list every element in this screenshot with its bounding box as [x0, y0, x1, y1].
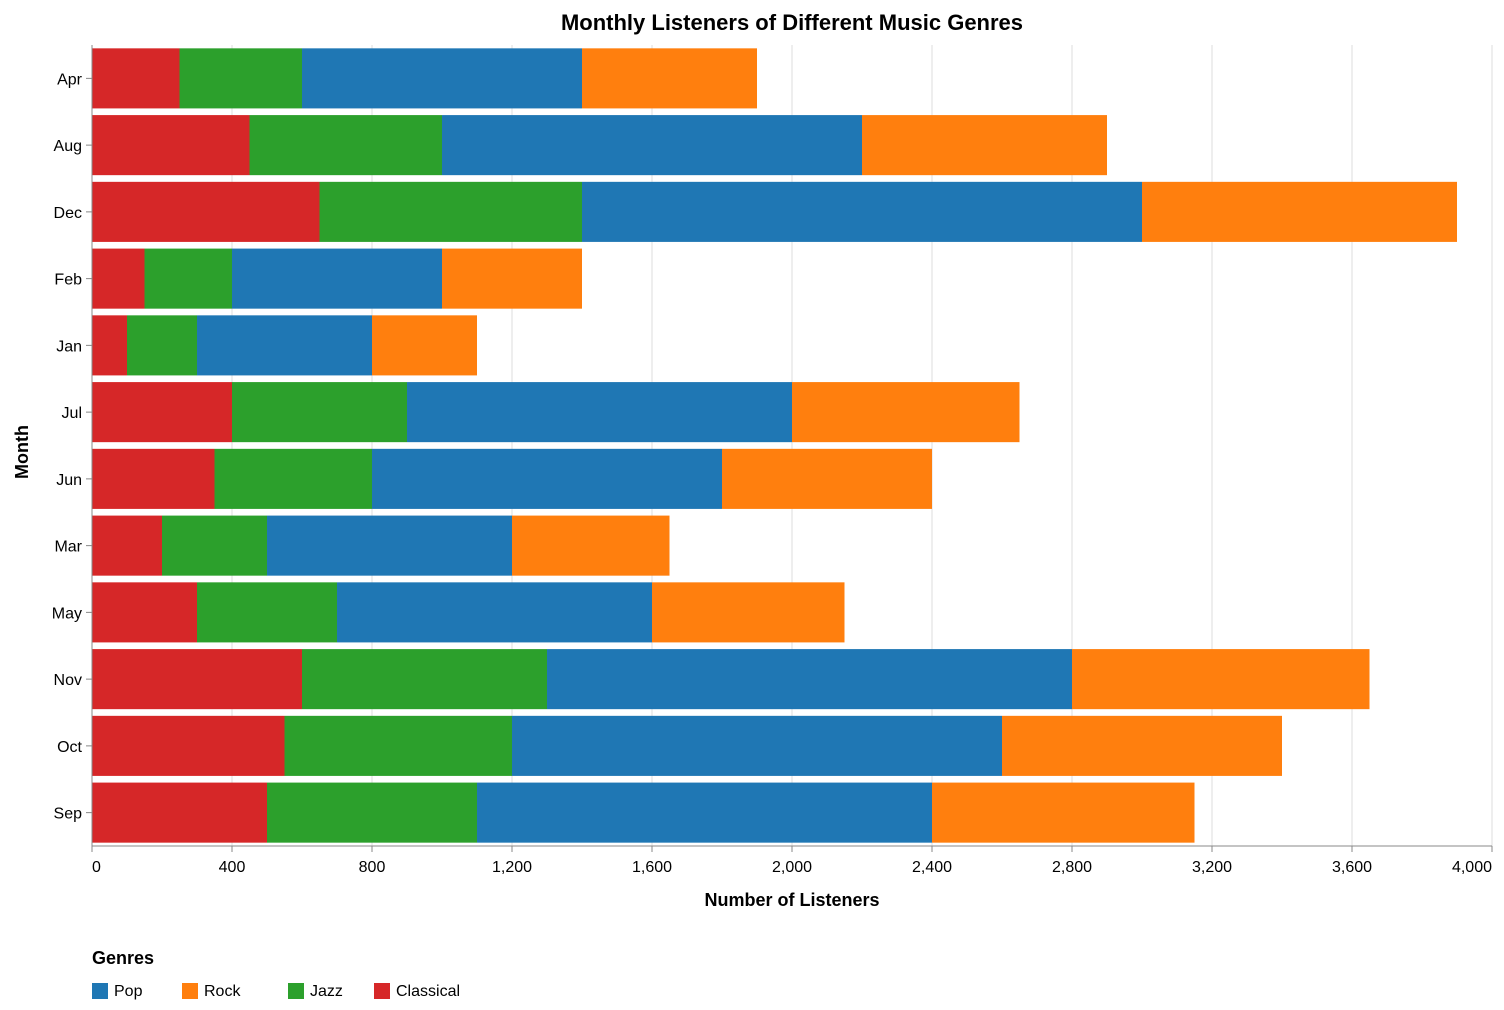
bar-pop-aug — [442, 115, 862, 176]
bar-rock-mar — [512, 515, 670, 576]
grid — [91, 45, 1493, 846]
y-axis-title: Month — [12, 425, 32, 479]
bar-jazz-sep — [267, 782, 477, 843]
legend-label-rock: Rock — [204, 983, 241, 1000]
x-tick-label: 2,000 — [772, 859, 812, 876]
bar-jazz-nov — [302, 649, 547, 710]
x-tick-label: 2,400 — [912, 859, 952, 876]
legend-items: Pop Rock Jazz Classical — [92, 983, 460, 1000]
x-tick-label: 1,600 — [632, 859, 672, 876]
x-tick-label: 2,800 — [1052, 859, 1092, 876]
y-axis: Apr Aug Dec Feb Jan Jul Jun Mar May Nov Oct Sep — [52, 45, 93, 846]
bar-pop-feb — [232, 248, 442, 309]
bar-pop-apr — [302, 48, 582, 109]
bar-jazz-feb — [144, 248, 232, 309]
bar-rock-apr — [582, 48, 757, 109]
bar-pop-sep — [477, 782, 932, 843]
bar-classical-feb — [92, 248, 145, 309]
bar-classical-jul — [92, 382, 232, 443]
y-tick-label: May — [52, 605, 82, 622]
bar-classical-jun — [92, 448, 215, 509]
bar-jazz-apr — [179, 48, 302, 109]
bar-rock-jun — [722, 448, 932, 509]
legend-swatch-classical — [374, 983, 390, 999]
bar-rock-may — [652, 582, 845, 643]
bar-classical-sep — [92, 782, 267, 843]
legend: Genres Pop Rock Jazz Classical — [92, 948, 460, 1000]
y-tick-label: Nov — [54, 672, 82, 689]
bar-rock-feb — [442, 248, 582, 309]
y-tick-label: Apr — [57, 71, 83, 88]
x-axis: 0 400 800 1,200 1,600 2,000 2,400 2,800 3,200 3,6… — [91, 845, 1493, 876]
bar-classical-apr — [92, 48, 180, 109]
bar-classical-aug — [92, 115, 250, 176]
legend-title: Genres — [92, 948, 154, 968]
x-tick-label: 1,200 — [492, 859, 532, 876]
bar-rock-jan — [372, 315, 477, 376]
bar-jazz-jun — [214, 448, 372, 509]
bar-rock-dec — [1142, 181, 1457, 242]
bar-pop-nov — [547, 649, 1072, 710]
bar-jazz-jan — [127, 315, 197, 376]
bar-jazz-jul — [232, 382, 407, 443]
y-tick-label: Jan — [56, 338, 82, 355]
bar-jazz-oct — [284, 715, 512, 776]
bar-pop-may — [337, 582, 652, 643]
x-tick-label: 0 — [92, 859, 101, 876]
bar-classical-oct — [92, 715, 285, 776]
x-tick-label: 400 — [219, 859, 246, 876]
bar-rock-jul — [792, 382, 1020, 443]
x-tick-label: 800 — [359, 859, 386, 876]
legend-label-classical: Classical — [396, 983, 460, 1000]
bar-rock-sep — [932, 782, 1195, 843]
bar-jazz-may — [197, 582, 337, 643]
legend-swatch-rock — [182, 983, 198, 999]
bar-pop-jun — [372, 448, 722, 509]
bar-pop-jul — [407, 382, 792, 443]
x-tick-label: 3,200 — [1192, 859, 1232, 876]
y-tick-label: Feb — [54, 272, 82, 289]
y-tick-label: Oct — [57, 739, 82, 756]
legend-swatch-jazz — [288, 983, 304, 999]
bar-pop-jan — [197, 315, 372, 376]
y-tick-label: Sep — [54, 806, 83, 823]
bar-jazz-mar — [162, 515, 267, 576]
y-tick-label: Mar — [54, 539, 82, 556]
bars — [92, 48, 1457, 843]
bar-pop-mar — [267, 515, 512, 576]
x-axis-title: Number of Listeners — [704, 890, 879, 910]
bar-rock-oct — [1002, 715, 1282, 776]
y-tick-label: Jun — [56, 472, 82, 489]
bar-classical-may — [92, 582, 197, 643]
bar-classical-dec — [92, 181, 320, 242]
bar-pop-oct — [512, 715, 1002, 776]
x-tick-label: 3,600 — [1332, 859, 1372, 876]
legend-label-pop: Pop — [114, 983, 143, 1000]
y-tick-label: Dec — [54, 205, 82, 222]
bar-jazz-aug — [249, 115, 442, 176]
bar-rock-nov — [1072, 649, 1370, 710]
bar-classical-mar — [92, 515, 162, 576]
bar-pop-dec — [582, 181, 1142, 242]
bar-rock-aug — [862, 115, 1107, 176]
x-tick-label: 4,000 — [1452, 859, 1492, 876]
chart-title: Monthly Listeners of Different Music Gen… — [561, 10, 1023, 35]
legend-swatch-pop — [92, 983, 108, 999]
y-tick-label: Jul — [62, 405, 82, 422]
bar-classical-nov — [92, 649, 302, 710]
bar-jazz-dec — [319, 181, 582, 242]
y-tick-label: Aug — [54, 138, 82, 155]
legend-label-jazz: Jazz — [310, 983, 343, 1000]
bar-classical-jan — [92, 315, 127, 376]
